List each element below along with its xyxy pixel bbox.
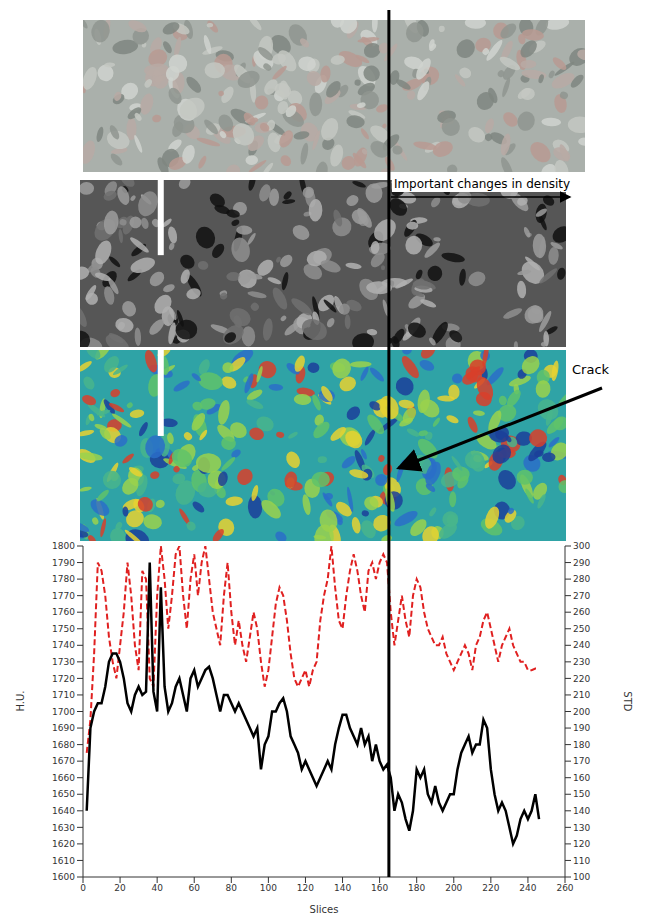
svg-text:140: 140 xyxy=(334,883,351,893)
svg-text:170: 170 xyxy=(573,756,590,766)
svg-text:160: 160 xyxy=(371,883,388,893)
svg-text:1670: 1670 xyxy=(52,756,75,766)
svg-text:260: 260 xyxy=(556,883,573,893)
svg-text:180: 180 xyxy=(408,883,425,893)
svg-text:0: 0 xyxy=(80,883,86,893)
svg-text:1790: 1790 xyxy=(52,558,75,568)
svg-text:260: 260 xyxy=(573,607,590,617)
svg-text:1720: 1720 xyxy=(52,674,75,684)
svg-text:1620: 1620 xyxy=(52,839,75,849)
svg-text:200: 200 xyxy=(445,883,462,893)
svg-text:120: 120 xyxy=(297,883,314,893)
svg-text:1730: 1730 xyxy=(52,657,75,667)
svg-text:240: 240 xyxy=(519,883,536,893)
svg-text:110: 110 xyxy=(573,856,590,866)
svg-text:220: 220 xyxy=(482,883,499,893)
svg-text:STD: STD xyxy=(622,691,633,711)
svg-text:1750: 1750 xyxy=(52,624,75,634)
svg-text:300: 300 xyxy=(573,541,590,551)
svg-text:220: 220 xyxy=(573,674,590,684)
svg-text:150: 150 xyxy=(573,789,590,799)
svg-text:250: 250 xyxy=(573,624,590,634)
svg-text:290: 290 xyxy=(573,558,590,568)
svg-text:1680: 1680 xyxy=(52,740,75,750)
svg-text:160: 160 xyxy=(573,773,590,783)
svg-text:190: 190 xyxy=(573,723,590,733)
svg-text:1630: 1630 xyxy=(52,823,75,833)
svg-text:1740: 1740 xyxy=(52,640,75,650)
svg-text:130: 130 xyxy=(573,823,590,833)
svg-text:240: 240 xyxy=(573,640,590,650)
svg-text:210: 210 xyxy=(573,690,590,700)
svg-text:200: 200 xyxy=(573,707,590,717)
svg-text:1710: 1710 xyxy=(52,690,75,700)
svg-text:1760: 1760 xyxy=(52,607,75,617)
svg-text:1690: 1690 xyxy=(52,723,75,733)
svg-text:100: 100 xyxy=(573,872,590,882)
svg-text:1660: 1660 xyxy=(52,773,75,783)
svg-text:1770: 1770 xyxy=(52,591,75,601)
svg-text:1640: 1640 xyxy=(52,806,75,816)
svg-text:230: 230 xyxy=(573,657,590,667)
svg-text:H.U.: H.U. xyxy=(15,690,26,711)
html-text:Crack: Crack xyxy=(572,362,610,377)
svg-text:1610: 1610 xyxy=(52,856,75,866)
svg-text:80: 80 xyxy=(226,883,238,893)
svg-text:Slices: Slices xyxy=(310,904,339,915)
svg-text:1780: 1780 xyxy=(52,574,75,584)
svg-text:40: 40 xyxy=(151,883,163,893)
svg-text:270: 270 xyxy=(573,591,590,601)
svg-text:1800: 1800 xyxy=(52,541,75,551)
svg-text:20: 20 xyxy=(114,883,126,893)
html-text:Important changes in density: Important changes in density xyxy=(393,177,571,191)
svg-text:140: 140 xyxy=(573,806,590,816)
svg-text:280: 280 xyxy=(573,574,590,584)
svg-text:60: 60 xyxy=(189,883,201,893)
svg-text:120: 120 xyxy=(573,839,590,849)
svg-text:100: 100 xyxy=(260,883,277,893)
svg-text:1700: 1700 xyxy=(52,707,75,717)
svg-text:1650: 1650 xyxy=(52,789,75,799)
svg-text:1600: 1600 xyxy=(52,872,75,882)
svg-text:180: 180 xyxy=(573,740,590,750)
